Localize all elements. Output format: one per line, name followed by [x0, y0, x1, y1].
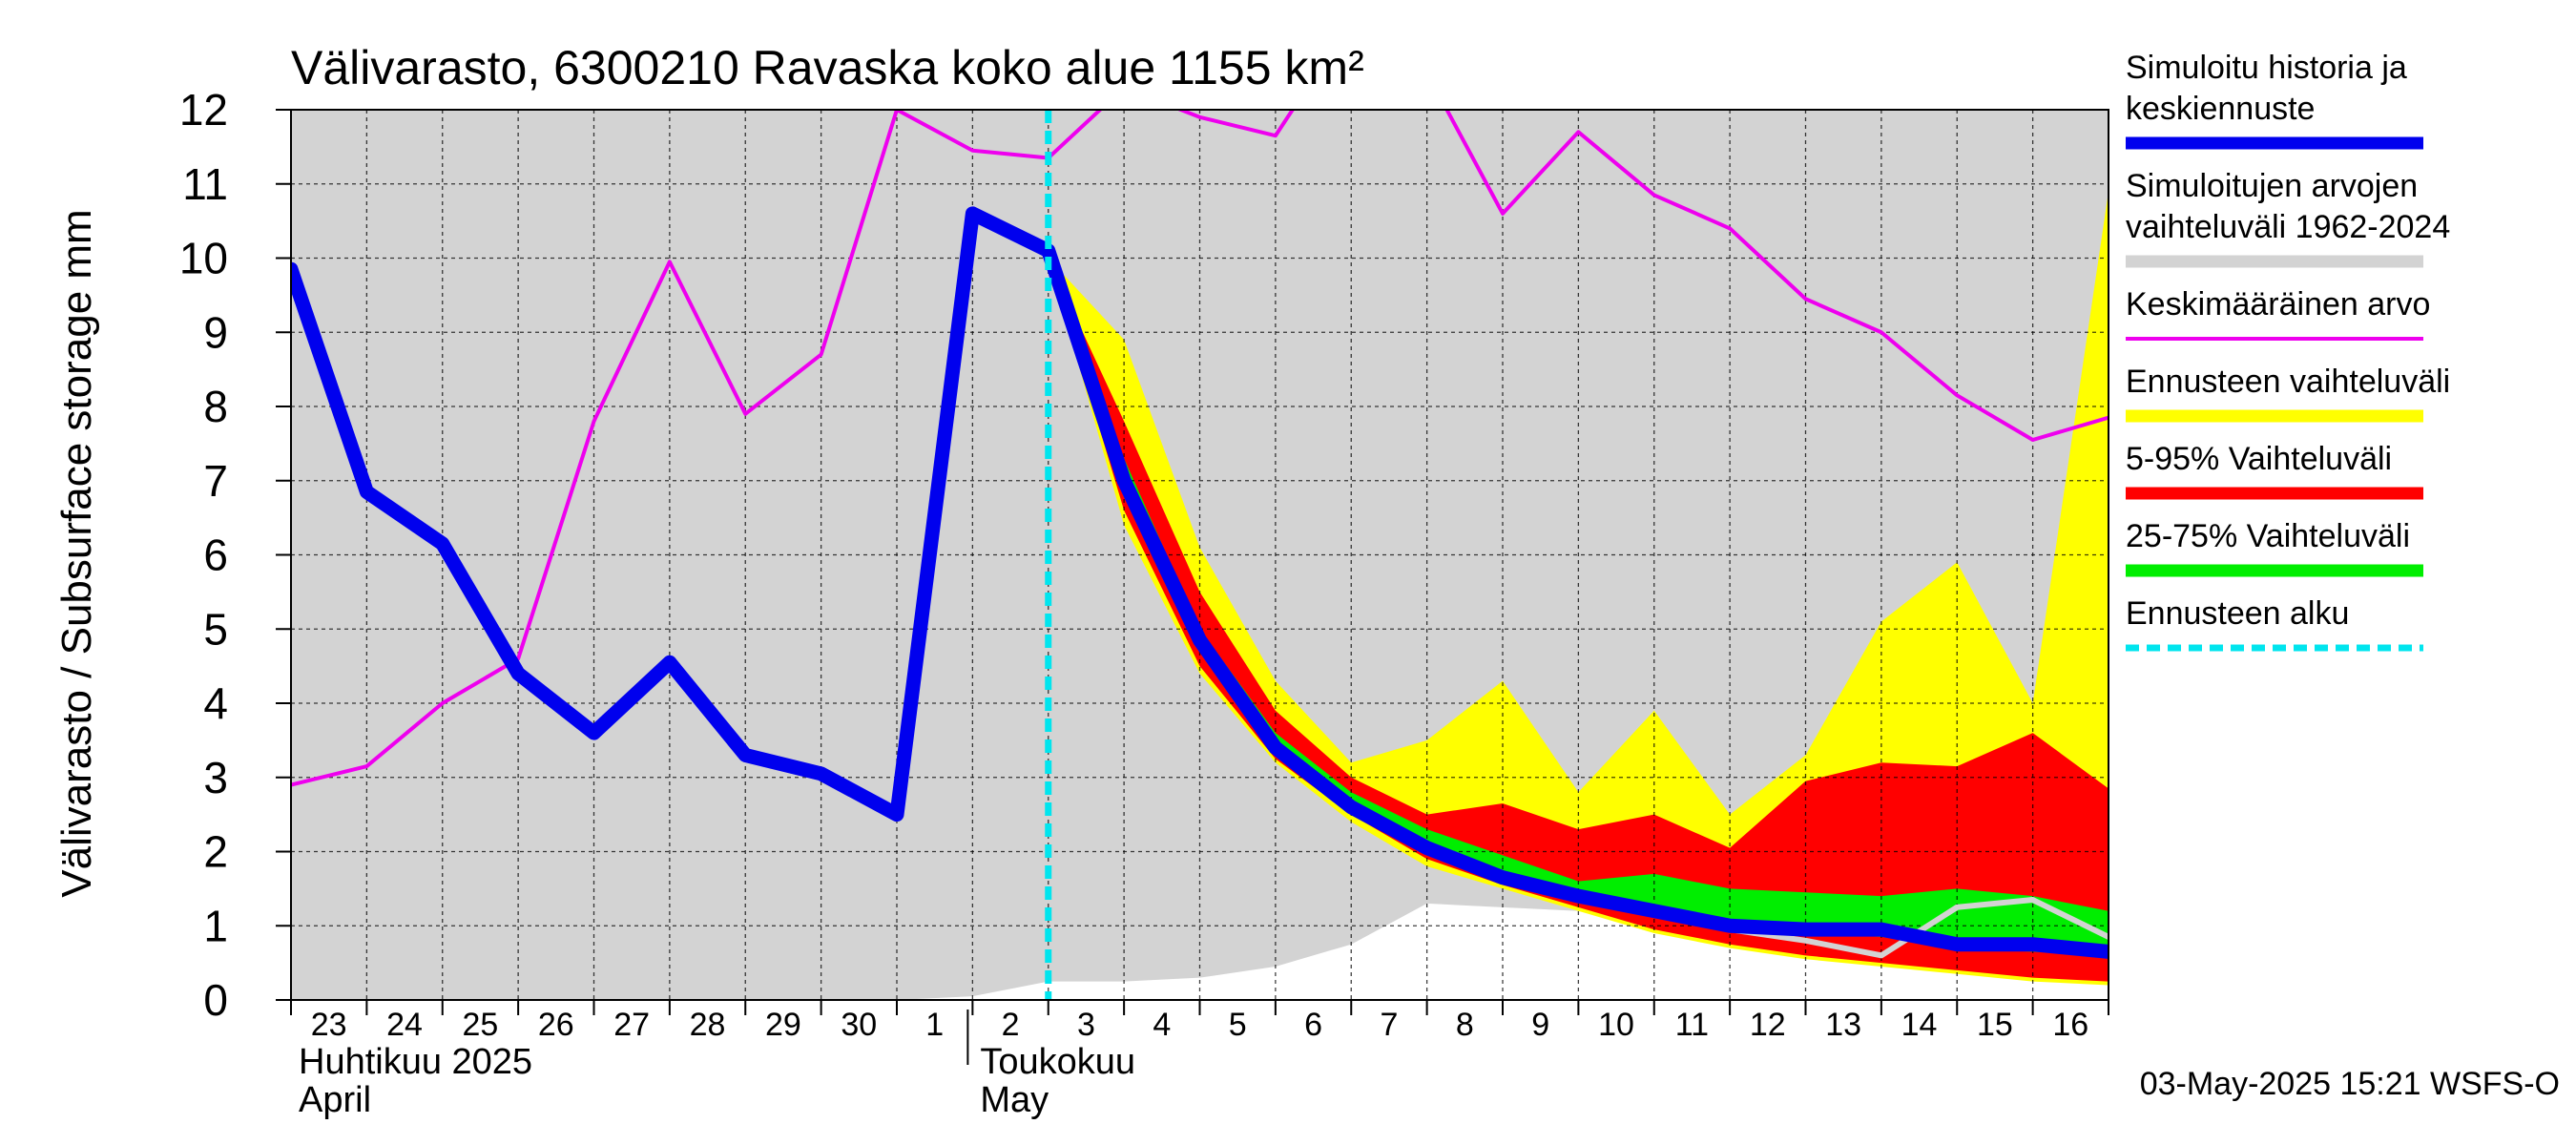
y-tick-label: 4 — [203, 678, 228, 728]
y-tick-label: 1 — [203, 901, 228, 950]
legend-label: 5-95% Vaihteluväli — [2126, 441, 2392, 477]
x-tick-label: 29 — [765, 1007, 801, 1043]
x-tick-label: 27 — [613, 1007, 650, 1043]
legend: Simuloitu historia ja keskiennuste Simuloi… — [2126, 50, 2450, 652]
timestamp: 03-May-2025 15:21 WSFS-O — [2140, 1066, 2560, 1102]
plot-area — [291, 110, 2109, 1000]
y-tick-label: 9 — [203, 307, 228, 357]
x-tick-label: 14 — [1901, 1007, 1938, 1043]
x-tick-label: 28 — [690, 1007, 726, 1043]
x-tick-label: 12 — [1750, 1007, 1786, 1043]
x-tick-label: 7 — [1380, 1007, 1398, 1043]
x-tick-label: 2 — [1002, 1007, 1020, 1043]
month-label-en: April — [299, 1080, 371, 1120]
x-tick-label: 4 — [1153, 1007, 1171, 1043]
history-forecast-line — [291, 206, 2109, 959]
x-tick-label: 16 — [2052, 1007, 2088, 1043]
x-tick-label: 23 — [311, 1007, 347, 1043]
month-label-fi: Huhtikuu 2025 — [299, 1042, 532, 1082]
p5-95-band — [1048, 258, 2109, 982]
y-tick-label: 6 — [203, 531, 228, 580]
legend-label: Ennusteen vaihteluväli — [2126, 364, 2450, 400]
legend-label: keskiennuste — [2126, 91, 2315, 127]
legend-label: 25-75% Vaihteluväli — [2126, 518, 2410, 554]
legend-label: Simuloitu historia ja — [2126, 50, 2407, 86]
legend-label: Keskimääräinen arvo — [2126, 286, 2430, 323]
legend-label: Simuloitujen arvojen — [2126, 168, 2418, 204]
legend-label: vaihteluväli 1962-2024 — [2126, 209, 2450, 245]
x-tick-label: 13 — [1825, 1007, 1861, 1043]
y-tick-label: 8 — [203, 382, 228, 431]
x-tick-label: 6 — [1304, 1007, 1322, 1043]
y-tick-label: 3 — [203, 753, 228, 802]
y-tick-label: 12 — [179, 85, 228, 135]
month-label-fi: Toukokuu — [980, 1042, 1135, 1082]
x-tick-label: 5 — [1229, 1007, 1247, 1043]
y-tick-label: 7 — [203, 456, 228, 506]
x-tick-label: 26 — [538, 1007, 574, 1043]
y-axis-label: Välivarasto / Subsurface storage mm — [53, 209, 100, 897]
x-tick-label: 8 — [1456, 1007, 1474, 1043]
y-tick-label: 5 — [203, 604, 228, 654]
x-tick-label: 15 — [1977, 1007, 2013, 1043]
month-label-en: May — [980, 1080, 1049, 1120]
plot-content — [291, 110, 2109, 1000]
x-tick-label: 24 — [386, 1007, 423, 1043]
y-tick-label: 10 — [179, 234, 228, 283]
y-tick-label: 11 — [182, 159, 228, 209]
x-tick-label: 11 — [1675, 1007, 1709, 1043]
chart-title: Välivarasto, 6300210 Ravaska koko alue 1… — [291, 41, 1364, 94]
legend-label: Ennusteen alku — [2126, 595, 2349, 632]
mean-line — [291, 110, 2109, 787]
x-tick-label: 10 — [1598, 1007, 1634, 1043]
x-tick-label: 25 — [463, 1007, 499, 1043]
x-tick-label: 1 — [925, 1007, 944, 1043]
x-tick-label: 3 — [1077, 1007, 1095, 1043]
y-tick-label: 2 — [203, 827, 228, 877]
y-tick-label: 0 — [203, 975, 228, 1025]
x-tick-label: 9 — [1531, 1007, 1549, 1043]
x-tick-label: 30 — [841, 1007, 877, 1043]
